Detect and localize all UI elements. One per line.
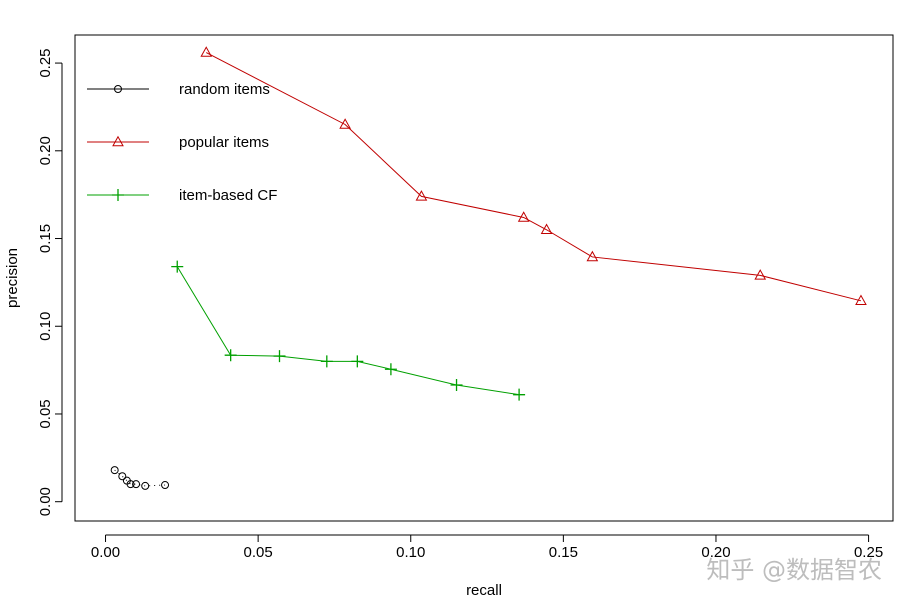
- data-point-item-based-cf: [273, 350, 286, 363]
- x-axis-label: recall: [466, 582, 502, 599]
- data-point-random-items: [161, 481, 170, 490]
- y-axis-label: precision: [4, 248, 21, 308]
- data-point-item-based-cf: [320, 355, 333, 368]
- data-point-random-items: [132, 480, 141, 489]
- x-tick-label: 0.15: [549, 544, 578, 561]
- series-random-items: [110, 466, 170, 490]
- y-tick-label: 0.15: [37, 224, 54, 253]
- data-point-popular-items: [339, 118, 351, 129]
- series-line-popular-items: [206, 52, 862, 302]
- data-point-popular-items: [586, 250, 599, 262]
- legend-label-popular-items: popular items: [179, 134, 269, 151]
- data-point-item-based-cf: [351, 355, 364, 368]
- data-point-popular-items: [517, 211, 530, 222]
- data-point-item-based-cf: [450, 379, 463, 392]
- data-point-popular-items: [855, 294, 867, 306]
- watermark: 知乎 @数据智农: [706, 556, 882, 584]
- data-point-random-items: [141, 481, 150, 490]
- data-point-random-items: [126, 480, 135, 489]
- data-point-popular-items: [540, 223, 553, 235]
- data-point-random-items: [118, 472, 127, 481]
- y-tick-label: 0.10: [37, 312, 54, 341]
- data-point-popular-items: [754, 269, 767, 280]
- data-point-popular-items: [415, 190, 428, 201]
- axes: 0.00 0.05 0.10 0.15 0.20 0.25 0.00 0.05 0.10 0.15…: [37, 48, 883, 561]
- x-tick-label: 0.25: [854, 544, 883, 561]
- legend-marker-popular-items: [112, 135, 124, 147]
- legend-marker-item-based-cf: [112, 189, 124, 201]
- data-point-item-based-cf: [171, 260, 184, 273]
- legend-label-item-based-cf: item-based CF: [179, 187, 277, 204]
- y-tick-label: 0.25: [37, 48, 54, 77]
- x-tick-label: 0.20: [701, 544, 730, 561]
- series-item-based-cf: [171, 260, 526, 401]
- data-point-item-based-cf: [224, 349, 237, 362]
- legend: random items popular items item-based CF: [87, 81, 277, 204]
- data-point-random-items: [110, 466, 119, 475]
- y-tick-label: 0.05: [37, 399, 54, 428]
- data-point-popular-items: [200, 46, 213, 57]
- plot-frame: [74, 34, 894, 522]
- series-line-item-based-cf: [176, 266, 520, 396]
- x-tick-label: 0.10: [396, 544, 425, 561]
- x-tick-label: 0.05: [244, 544, 273, 561]
- y-tick-label: 0.20: [37, 136, 54, 165]
- legend-label-random-items: random items: [179, 81, 270, 98]
- data-point-item-based-cf: [513, 388, 526, 401]
- data-point-item-based-cf: [384, 363, 397, 376]
- y-tick-label: 0.00: [37, 487, 54, 516]
- legend-marker-random-items: [114, 85, 122, 93]
- x-tick-label: 0.00: [91, 544, 120, 561]
- series-layer: [110, 46, 867, 490]
- series-popular-items: [200, 46, 867, 306]
